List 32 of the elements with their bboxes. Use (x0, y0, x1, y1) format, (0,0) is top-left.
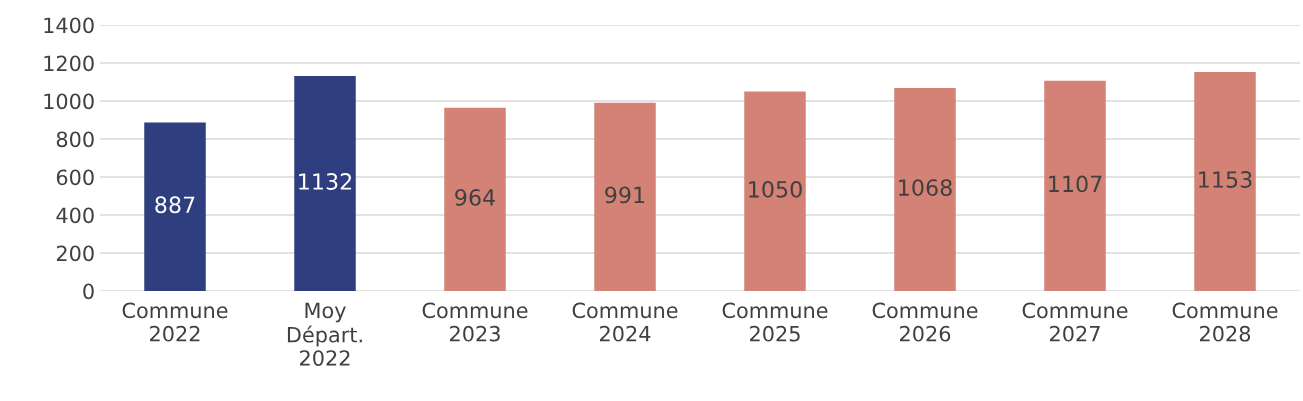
bar (1194, 71, 1256, 291)
data-label: 1068 (899, 179, 952, 196)
bar (1044, 80, 1106, 291)
y-tick-label: 600 (56, 169, 94, 186)
data-label: 1153 (1199, 171, 1252, 188)
x-tick-label: Commune 2026 (872, 302, 978, 342)
bar (894, 88, 956, 291)
bar (144, 122, 206, 291)
y-tick-label: 400 (56, 207, 94, 224)
x-tick-label: Commune 2022 (122, 302, 228, 342)
data-label: 1132 (299, 173, 352, 190)
x-tick-label: Moy Départ. 2022 (287, 302, 362, 366)
y-tick-label: 1000 (44, 93, 94, 110)
x-tick-label: Commune 2028 (1172, 302, 1278, 342)
y-tick-label: 1200 (44, 55, 94, 72)
data-label: 1050 (749, 180, 802, 198)
y-tick-label: 1400 (44, 17, 94, 34)
data-label: 887 (155, 196, 195, 214)
x-tick-label: Commune 2027 (1022, 302, 1128, 342)
data-label: 991 (605, 186, 645, 204)
y-tick-label: 200 (56, 245, 94, 262)
x-tick-label: Commune 2025 (722, 302, 828, 342)
data-label: 1107 (1049, 175, 1102, 193)
bar (594, 102, 656, 291)
y-tick-label: 0 (83, 283, 94, 300)
bar (294, 75, 356, 291)
x-tick-label: Commune 2024 (572, 302, 678, 342)
data-label: 964 (455, 189, 495, 206)
x-tick-label: Commune 2023 (422, 302, 528, 342)
bar (444, 107, 506, 291)
bar (744, 91, 806, 291)
y-tick-label: 800 (56, 131, 94, 148)
